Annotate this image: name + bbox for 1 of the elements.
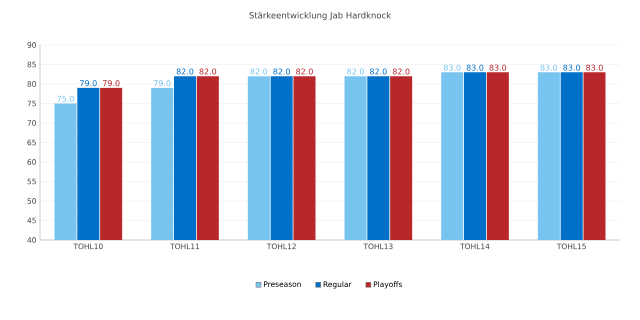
chart-title: Stärkeentwicklung Jab Hardknock: [250, 12, 392, 20]
